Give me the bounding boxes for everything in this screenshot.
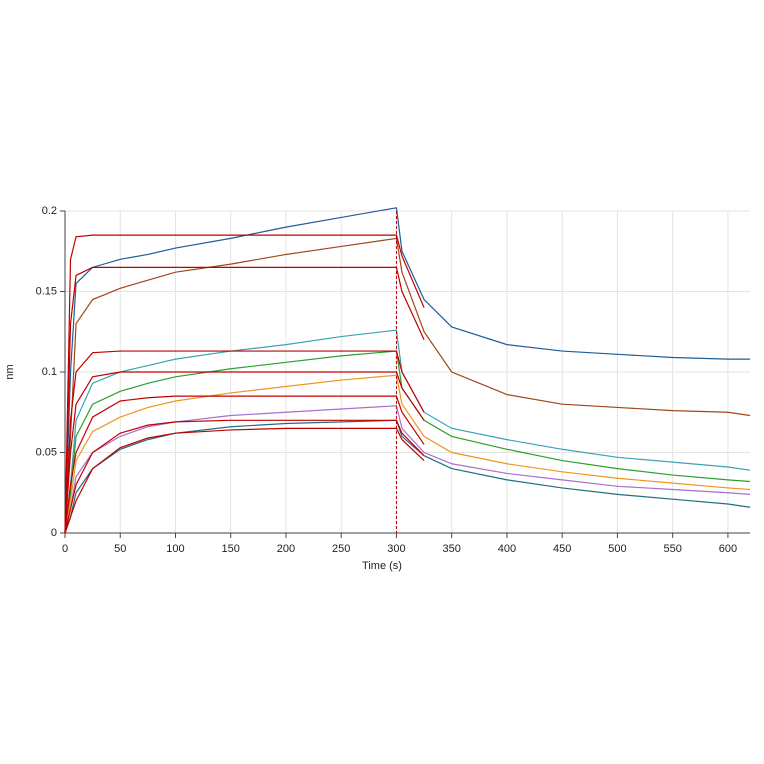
x-tick-label: 450 xyxy=(553,543,571,555)
series-line xyxy=(64,329,751,534)
x-tick-label: 150 xyxy=(222,543,240,555)
y-tick-label: 0.2 xyxy=(42,205,57,217)
x-tick-label: 350 xyxy=(443,543,461,555)
x-tick-label: 600 xyxy=(719,543,737,555)
x-tick-label: 0 xyxy=(62,543,68,555)
y-tick-label: 0 xyxy=(51,527,57,539)
series-line xyxy=(64,405,751,534)
series-line xyxy=(64,350,425,534)
y-axis-title: nm xyxy=(4,364,16,379)
x-tick-label: 250 xyxy=(332,543,350,555)
series-line xyxy=(64,237,751,534)
y-tick-label: 0.1 xyxy=(42,366,57,378)
y-tick-label: 0.05 xyxy=(36,446,57,458)
x-tick-label: 550 xyxy=(663,543,681,555)
x-tick-label: 300 xyxy=(387,543,405,555)
y-tick-label: 0.15 xyxy=(36,285,57,297)
series-line xyxy=(64,419,425,534)
x-tick-label: 400 xyxy=(498,543,516,555)
series-line xyxy=(64,395,425,534)
series-line xyxy=(64,350,751,534)
series-line xyxy=(64,427,425,534)
series-line xyxy=(64,266,425,534)
x-tick-label: 100 xyxy=(166,543,184,555)
x-tick-label: 50 xyxy=(114,543,126,555)
x-tick-label: 200 xyxy=(277,543,295,555)
series-line xyxy=(64,207,750,534)
series-line xyxy=(64,234,425,534)
series-line xyxy=(64,419,751,534)
x-tick-label: 500 xyxy=(608,543,626,555)
x-axis-title: Time (s) xyxy=(362,560,402,572)
series-line xyxy=(64,374,751,534)
